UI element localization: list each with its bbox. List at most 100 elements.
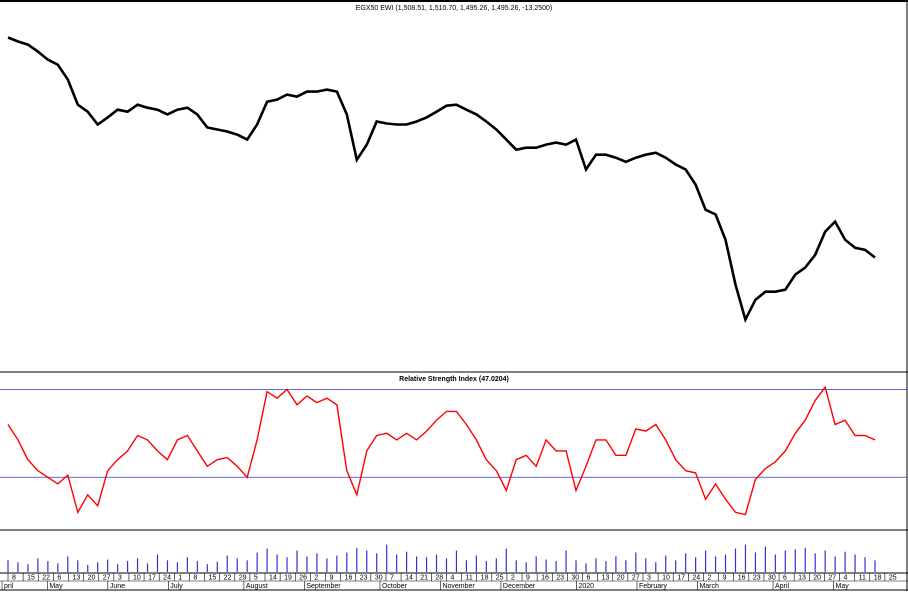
- day-label: 25: [496, 574, 504, 581]
- volume-bar: [156, 554, 159, 572]
- volume-bar: [286, 557, 288, 572]
- day-label: 30: [768, 574, 776, 581]
- volume-bar: [425, 557, 428, 572]
- volume-bar: [625, 560, 627, 572]
- volume-bar: [166, 560, 169, 572]
- day-label: 13: [602, 574, 610, 581]
- volume-bar: [864, 557, 866, 572]
- month-label: October: [382, 583, 408, 590]
- day-label: 3: [647, 574, 651, 581]
- volume-bar: [744, 544, 747, 572]
- day-label: 4: [844, 574, 848, 581]
- day-label: 9: [329, 574, 333, 581]
- day-label: 26: [299, 574, 307, 581]
- volume-bar: [226, 555, 228, 572]
- day-label: 6: [783, 574, 787, 581]
- volume-bar: [505, 548, 507, 572]
- volume-bar: [246, 560, 248, 572]
- volume-bar: [515, 560, 517, 572]
- volume-bar: [326, 558, 328, 572]
- day-label: 23: [556, 574, 564, 581]
- day-label: 2: [707, 574, 711, 581]
- volume-bar: [475, 555, 477, 572]
- day-label: 27: [828, 574, 836, 581]
- volume-bar: [774, 554, 776, 572]
- day-label: 23: [360, 574, 368, 581]
- volume-bar: [704, 550, 707, 572]
- volume-bar: [366, 550, 368, 572]
- volume-bar: [764, 546, 766, 572]
- volume-bar: [575, 560, 577, 572]
- day-label: 10: [133, 574, 141, 581]
- price-title: EGX50 EWI (1,508.51, 1,510.70, 1,495.26,…: [356, 5, 553, 12]
- volume-bar: [236, 558, 238, 572]
- month-label: June: [110, 583, 125, 590]
- day-label: 22: [42, 574, 50, 581]
- volume-bar: [655, 562, 657, 572]
- day-label: 25: [889, 574, 897, 581]
- volume-bar: [784, 550, 786, 572]
- month-label: April: [775, 583, 789, 590]
- volume-bar: [834, 556, 836, 572]
- month-label: November: [442, 583, 475, 590]
- day-label: 6: [587, 574, 591, 581]
- volume-bar: [794, 549, 796, 572]
- volume-bar: [665, 555, 667, 572]
- price-line: [7, 36, 876, 324]
- day-label: 13: [72, 574, 80, 581]
- volume-bar: [814, 553, 816, 572]
- volume-bar: [17, 562, 19, 572]
- volume-bar: [495, 558, 497, 572]
- day-label: 5: [254, 574, 258, 581]
- volume-bar: [97, 562, 99, 572]
- day-label: 19: [284, 574, 292, 581]
- volume-bar: [7, 560, 9, 572]
- volume-bar: [525, 562, 527, 572]
- volume-bar: [306, 556, 308, 572]
- volume-bar: [276, 554, 278, 572]
- volume-bar: [296, 550, 298, 572]
- volume-bar: [107, 559, 109, 572]
- day-label: 27: [632, 574, 640, 581]
- volume-bar: [336, 555, 338, 572]
- volume-bar: [824, 550, 826, 572]
- volume-bar: [415, 556, 418, 572]
- day-label: 15: [27, 574, 35, 581]
- day-label: 11: [466, 574, 473, 581]
- volume-bar: [47, 561, 49, 572]
- volume-bar: [804, 547, 806, 572]
- month-label: August: [246, 583, 268, 590]
- day-label: 24: [163, 574, 171, 581]
- volume-bar: [266, 548, 268, 572]
- day-label: 18: [874, 574, 882, 581]
- volume-bar: [356, 547, 358, 572]
- month-label: July: [170, 583, 183, 590]
- volume-bar: [854, 554, 856, 572]
- volume-bar: [754, 552, 757, 572]
- day-label: 16: [345, 574, 353, 581]
- day-label: 14: [269, 574, 277, 581]
- volume-bar: [445, 558, 448, 572]
- month-label: May: [49, 583, 63, 590]
- day-label: 11: [859, 574, 866, 581]
- day-label: 1: [178, 574, 182, 581]
- volume-bar: [535, 556, 537, 572]
- day-label: 16: [541, 574, 549, 581]
- volume-bar: [565, 550, 567, 572]
- month-label: pril: [4, 583, 14, 590]
- month-label: May: [836, 583, 850, 590]
- volume-bar: [465, 560, 468, 572]
- volume-bar: [37, 558, 39, 572]
- volume-bar: [57, 563, 59, 572]
- day-label: 2: [511, 574, 515, 581]
- day-label: 14: [405, 574, 413, 581]
- volume-bar: [485, 561, 487, 572]
- day-label: 30: [571, 574, 579, 581]
- day-label: 16: [738, 574, 746, 581]
- day-label: 9: [526, 574, 530, 581]
- day-label: 30: [375, 574, 383, 581]
- volume-bar: [724, 554, 727, 572]
- volume-bar: [186, 557, 188, 572]
